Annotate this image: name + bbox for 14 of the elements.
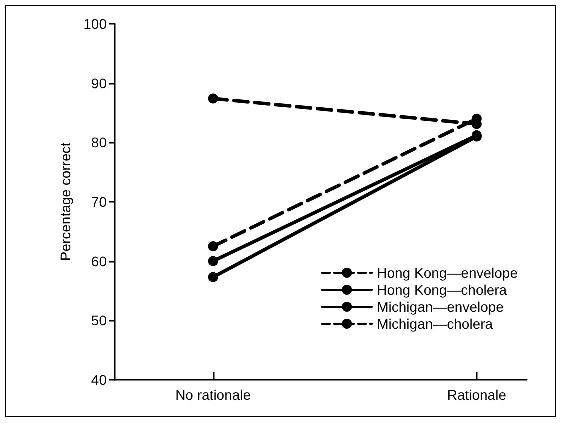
legend-label: Hong Kong—cholera — [377, 282, 508, 298]
y-tick-label: 70 — [91, 194, 108, 210]
legend-label: Hong Kong—envelope — [377, 265, 518, 281]
y-tick-label: 60 — [91, 253, 108, 270]
x-tick-label: No rationale — [176, 387, 252, 403]
y-tick-label: 100 — [84, 16, 108, 32]
y-tick-label: 50 — [91, 312, 108, 329]
y-tick-label: 90 — [91, 75, 108, 92]
legend-label: Michigan—envelope — [377, 299, 504, 315]
y-tick-label: 40 — [91, 372, 108, 388]
y-axis-title: Percentage correct — [58, 142, 74, 262]
x-tick-label: Rationale — [447, 387, 507, 403]
y-tick-label: 80 — [91, 134, 108, 151]
legend-label: Michigan—cholera — [377, 316, 494, 332]
